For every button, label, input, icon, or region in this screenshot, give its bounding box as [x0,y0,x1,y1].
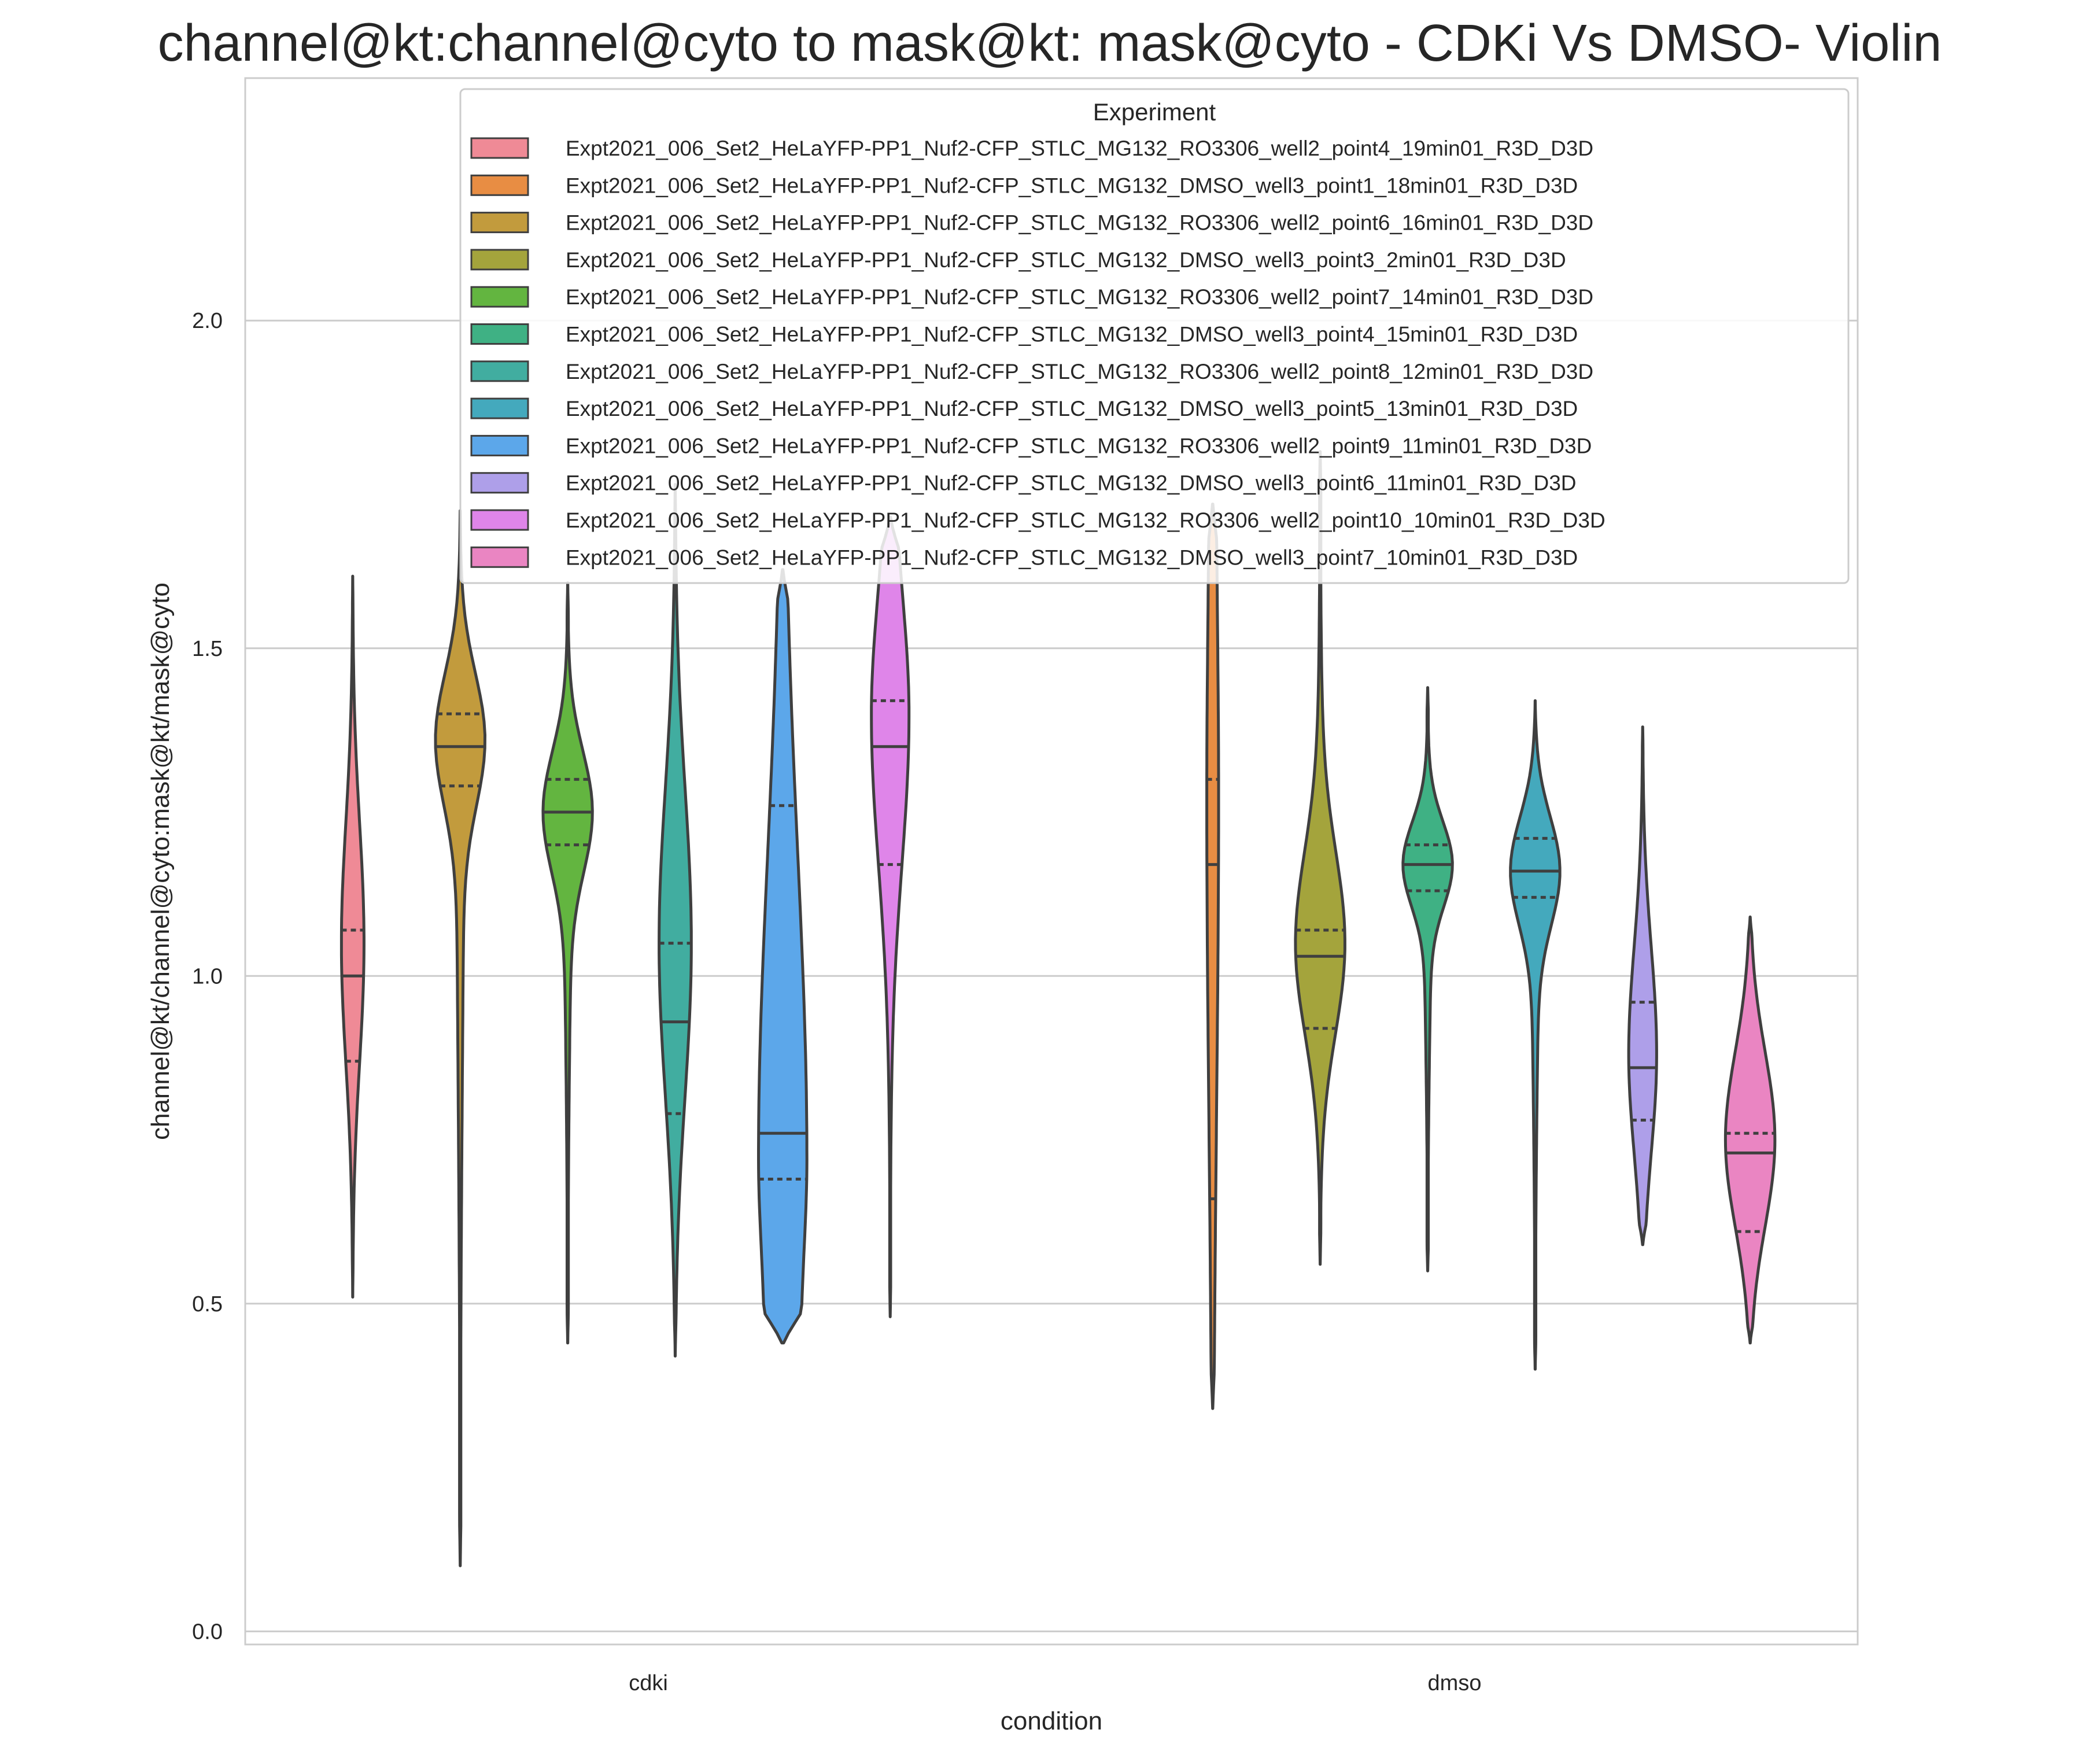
legend-title: Experiment [1093,98,1216,126]
legend-item: Expt2021_006_Set2_HeLaYFP-PP1_Nuf2-CFP_S… [470,211,1593,235]
legend-item: Expt2021_006_Set2_HeLaYFP-PP1_Nuf2-CFP_S… [470,434,1592,458]
legend-label: Expt2021_006_Set2_HeLaYFP-PP1_Nuf2-CFP_S… [566,285,1593,309]
legend-swatch [470,472,529,494]
violin-body [1723,915,1777,1345]
legend-swatch [470,137,529,159]
violin-body [541,581,594,1345]
violin-body [434,509,486,1568]
violin-9 [757,568,809,1345]
violin-10 [1627,725,1658,1247]
legend-frame [459,88,1850,584]
legend-swatch [470,546,529,568]
legend-label: Expt2021_006_Set2_HeLaYFP-PP1_Nuf2-CFP_S… [566,248,1566,272]
legend-swatch [470,286,529,308]
legend-swatch [470,249,529,271]
legend-item: Expt2021_006_Set2_HeLaYFP-PP1_Nuf2-CFP_S… [470,397,1578,421]
legend-label: Expt2021_006_Set2_HeLaYFP-PP1_Nuf2-CFP_S… [566,545,1578,569]
plot-frame [244,77,1859,1646]
y-axis-ticks: 0.0 0.5 1.0 1.5 2.0 [192,309,223,1644]
violin-8 [1509,699,1562,1371]
legend-swatch [470,434,529,456]
violin-body [870,515,911,1318]
violin-5 [541,581,594,1345]
violin-7 [658,483,693,1358]
legend: Experiment Expt2021_006_Set2_HeLaYFP-PP1… [459,88,1850,584]
legend-label: Expt2021_006_Set2_HeLaYFP-PP1_Nuf2-CFP_S… [566,174,1578,197]
x-tick-label: cdki [629,1671,668,1695]
legend-swatch [470,509,529,531]
chart-title: channel@kt:channel@cyto to mask@kt: mask… [158,14,1942,72]
violin-1 [339,574,366,1299]
y-tick-label: 0.5 [192,1292,223,1316]
violin-body [1509,699,1562,1371]
y-tick-label: 2.0 [192,309,223,333]
legend-label: Expt2021_006_Set2_HeLaYFP-PP1_Nuf2-CFP_S… [566,508,1606,532]
violin-body [757,568,809,1345]
legend-item: Expt2021_006_Set2_HeLaYFP-PP1_Nuf2-CFP_S… [470,360,1593,383]
legend-swatch [470,212,529,234]
legend-label: Expt2021_006_Set2_HeLaYFP-PP1_Nuf2-CFP_S… [566,137,1593,160]
legend-swatch [470,323,529,345]
violin-2 [1205,503,1220,1410]
legend-label: Expt2021_006_Set2_HeLaYFP-PP1_Nuf2-CFP_S… [566,434,1592,458]
legend-label: Expt2021_006_Set2_HeLaYFP-PP1_Nuf2-CFP_S… [566,397,1578,421]
violin-bodies [339,450,1777,1568]
violin-3 [434,509,486,1568]
y-tick-label: 1.5 [192,637,223,661]
legend-swatch [470,397,529,419]
x-axis-ticks: cdki dmso [629,1671,1481,1695]
legend-item: Expt2021_006_Set2_HeLaYFP-PP1_Nuf2-CFP_S… [470,137,1593,160]
legend-swatch [470,360,529,382]
y-axis-label: channel@kt/channel@cyto:mask@kt/mask@cyt… [146,582,175,1140]
legend-item: Expt2021_006_Set2_HeLaYFP-PP1_Nuf2-CFP_S… [470,545,1578,569]
y-tick-label: 0.0 [192,1620,223,1644]
legend-item: Expt2021_006_Set2_HeLaYFP-PP1_Nuf2-CFP_S… [470,285,1593,309]
legend-label: Expt2021_006_Set2_HeLaYFP-PP1_Nuf2-CFP_S… [566,211,1593,235]
legend-item: Expt2021_006_Set2_HeLaYFP-PP1_Nuf2-CFP_S… [470,508,1606,532]
legend-item: Expt2021_006_Set2_HeLaYFP-PP1_Nuf2-CFP_S… [470,471,1577,495]
legend-label: Expt2021_006_Set2_HeLaYFP-PP1_Nuf2-CFP_S… [566,360,1593,383]
violin-body [1205,503,1220,1410]
x-axis-label: condition [1001,1707,1102,1735]
legend-item: Expt2021_006_Set2_HeLaYFP-PP1_Nuf2-CFP_S… [470,323,1578,346]
x-tick-label: dmso [1428,1671,1482,1695]
legend-swatch [470,174,529,196]
violin-body [1627,725,1658,1247]
legend-item: Expt2021_006_Set2_HeLaYFP-PP1_Nuf2-CFP_S… [470,248,1566,272]
violin-12 [1723,915,1777,1345]
legend-item: Expt2021_006_Set2_HeLaYFP-PP1_Nuf2-CFP_S… [470,174,1578,197]
legend-label: Expt2021_006_Set2_HeLaYFP-PP1_Nuf2-CFP_S… [566,471,1577,495]
legend-label: Expt2021_006_Set2_HeLaYFP-PP1_Nuf2-CFP_S… [566,323,1578,346]
violin-body [658,483,693,1358]
violin-body [339,574,366,1299]
violin-body [1401,686,1454,1273]
violin-6 [1401,686,1454,1273]
y-tick-label: 1.0 [192,964,223,989]
violin-11 [870,515,911,1318]
